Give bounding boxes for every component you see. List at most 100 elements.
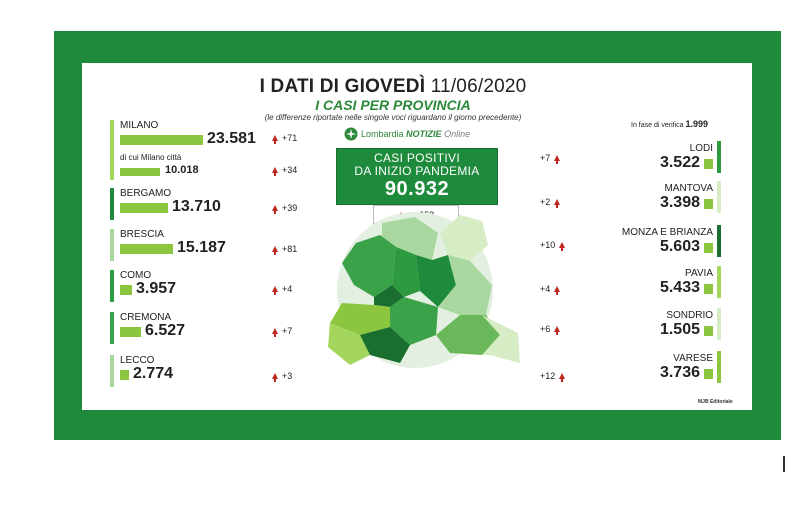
- note: (le differenze riportate nelle singole v…: [264, 113, 522, 122]
- total-line1: CASI POSITIVI: [374, 151, 460, 165]
- total-value: 90.932: [384, 178, 450, 200]
- verify-value: 1.999: [685, 119, 709, 129]
- text-cursor: [783, 456, 785, 472]
- city-delta-value: +34: [282, 165, 298, 175]
- arrow-up-icon: [272, 246, 278, 255]
- province-delta: +4: [540, 284, 561, 295]
- province-bar: [704, 199, 713, 209]
- province-name: LODI: [689, 143, 713, 154]
- province-value: 15.187: [177, 239, 226, 256]
- province-bar: [120, 285, 132, 295]
- province-name: MONZA E BRIANZA: [621, 227, 713, 238]
- page-title: I DATI DI GIOVEDÌ 11/06/2020: [0, 76, 786, 98]
- arrow-up-icon: [554, 155, 561, 164]
- logo-brand: Lombardia: [361, 129, 404, 139]
- total-line2: DA INIZIO PANDEMIA: [354, 164, 480, 178]
- province-delta: +6: [540, 324, 561, 335]
- title-text: I DATI DI GIOVEDÌ: [259, 76, 426, 97]
- arrow-up-icon: [554, 286, 561, 295]
- province-value: 5.603: [659, 238, 700, 255]
- province-delta: +71: [272, 133, 298, 144]
- arrow-up-icon: [272, 286, 278, 295]
- province-bar: [704, 159, 713, 169]
- province-accent-bar: [110, 120, 114, 180]
- province-bar: [120, 244, 173, 254]
- province-accent-bar: [717, 266, 721, 298]
- province-bar: [120, 203, 168, 213]
- province-delta: +7: [540, 153, 561, 164]
- province-accent-bar: [717, 351, 721, 383]
- province-accent-bar: [717, 141, 721, 173]
- province-accent-bar: [717, 225, 721, 257]
- province-accent-bar: [717, 308, 721, 340]
- city-delta: +34: [272, 165, 298, 176]
- arrow-up-icon: [272, 205, 278, 214]
- province-bar: [120, 327, 141, 337]
- lombardy-map: [328, 212, 520, 368]
- province-delta-value: +10: [540, 240, 556, 250]
- province-name: MILANO: [120, 120, 159, 131]
- logo: Lombardia NOTIZIE Online: [344, 125, 494, 143]
- province-delta-value: +3: [282, 371, 293, 381]
- arrow-up-icon: [272, 167, 278, 176]
- province-value: 3.522: [659, 154, 700, 171]
- verify-note: In fase di verifica 1.999: [631, 119, 708, 129]
- province-bar: [120, 370, 129, 380]
- credit: MJB Editoriale: [698, 399, 733, 405]
- province-delta-value: +7: [540, 153, 551, 163]
- province-value: 6.527: [145, 322, 186, 339]
- province-name: PAVIA: [685, 268, 713, 279]
- arrow-up-icon: [559, 373, 566, 382]
- arrow-up-icon: [559, 242, 566, 251]
- province-value: 1.505: [659, 321, 700, 338]
- province-value: 13.710: [172, 198, 221, 215]
- province-delta-value: +12: [540, 371, 556, 381]
- province-accent-bar: [110, 188, 114, 220]
- arrow-up-icon: [554, 326, 561, 335]
- verify-label: In fase di verifica: [631, 122, 684, 129]
- province-value: 23.581: [207, 130, 256, 147]
- city-bar: [120, 168, 160, 176]
- province-accent-bar: [110, 355, 114, 387]
- province-value: 3.957: [136, 280, 177, 297]
- province-delta-value: +81: [282, 244, 298, 254]
- province-name: SONDRIO: [666, 310, 713, 321]
- city-label: di cui Milano città: [120, 153, 182, 162]
- province-delta: +10: [540, 240, 566, 251]
- logo-suffix: Online: [444, 129, 471, 139]
- province-value: 5.433: [659, 279, 700, 296]
- arrow-up-icon: [272, 135, 278, 144]
- province-delta: +4: [272, 284, 293, 295]
- province-delta-value: +2: [540, 197, 551, 207]
- province-delta: +2: [540, 197, 561, 208]
- province-bar: [120, 135, 203, 145]
- province-delta: +81: [272, 244, 298, 255]
- province-name: MANTOVA: [664, 183, 713, 194]
- province-value: 3.398: [659, 194, 700, 211]
- province-name: BERGAMO: [120, 188, 172, 199]
- province-delta-value: +4: [282, 284, 293, 294]
- city-value: 10.018: [165, 164, 199, 176]
- province-value: 2.774: [133, 365, 174, 382]
- province-delta-value: +39: [282, 203, 298, 213]
- province-delta: +3: [272, 371, 293, 382]
- province-delta-value: +6: [540, 324, 551, 334]
- province-name: CREMONA: [120, 312, 172, 323]
- province-delta-value: +7: [282, 326, 293, 336]
- arrow-up-icon: [272, 373, 278, 382]
- province-delta-value: +4: [540, 284, 551, 294]
- subtitle: I CASI PER PROVINCIA: [315, 97, 471, 113]
- logo-name: NOTIZIE: [406, 129, 442, 139]
- province-accent-bar: [110, 312, 114, 344]
- lombardy-logo-icon: [344, 127, 358, 141]
- province-delta: +7: [272, 326, 293, 337]
- province-name: COMO: [120, 270, 152, 281]
- arrow-up-icon: [272, 328, 278, 337]
- province-delta-value: +71: [282, 133, 298, 143]
- province-name: VARESE: [673, 353, 713, 364]
- province-bar: [704, 284, 713, 294]
- province-bar: [704, 369, 713, 379]
- title-date: 11/06/2020: [430, 76, 527, 97]
- province-delta: +12: [540, 371, 566, 382]
- province-bar: [704, 326, 713, 336]
